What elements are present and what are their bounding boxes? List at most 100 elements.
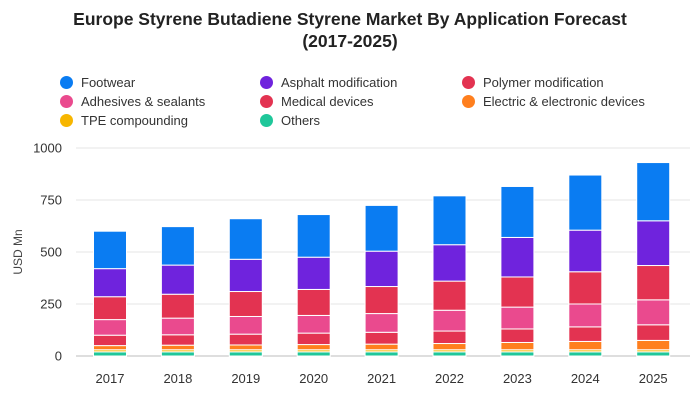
y-tick-label: 0	[55, 349, 62, 364]
y-tick-label: 500	[40, 245, 62, 260]
legend-swatch	[462, 76, 475, 89]
x-tick-label: 2020	[299, 371, 328, 386]
bar-segment	[364, 343, 399, 351]
bar-segment	[364, 286, 399, 315]
x-tick-label: 2022	[435, 371, 464, 386]
bar-segment	[432, 309, 467, 332]
legend-item[interactable]: Others	[260, 111, 320, 130]
bar-segment	[500, 276, 535, 308]
bar-segment	[296, 214, 331, 258]
x-tick-label: 2017	[96, 371, 125, 386]
bar-segment	[93, 345, 127, 351]
legend-label: Adhesives & sealants	[81, 94, 206, 109]
bar-segment	[500, 328, 535, 343]
x-tick-label: 2025	[639, 371, 668, 386]
bar-segment	[500, 341, 535, 351]
bar-segment	[228, 218, 263, 260]
bar-segment	[364, 331, 399, 345]
bar-segment	[432, 351, 467, 357]
bar-segment	[296, 332, 331, 346]
bar-segment	[160, 344, 195, 351]
bar-segment	[93, 351, 127, 357]
legend-swatch	[60, 76, 73, 89]
legend-item[interactable]: Electric & electronic devices	[462, 92, 645, 111]
bar-segment	[296, 256, 331, 290]
legend-item[interactable]: Footwear	[60, 73, 135, 92]
bar-segment	[160, 334, 195, 346]
bar-segment	[500, 236, 535, 278]
legend-label: Electric & electronic devices	[483, 94, 645, 109]
bar-segment	[228, 291, 263, 317]
y-tick-label: 750	[40, 193, 62, 208]
bar-segment	[568, 303, 603, 328]
bar-segment	[228, 315, 263, 335]
y-tick-label: 1000	[33, 141, 62, 156]
bar-segment	[296, 344, 331, 351]
chart-title-line-1: Europe Styrene Butadiene Styrene Market …	[73, 9, 627, 29]
bar-segment	[228, 344, 263, 351]
x-tick-label: 2021	[367, 371, 396, 386]
bar-segment	[160, 264, 195, 295]
bar-segment	[364, 351, 399, 357]
bar-segment	[160, 293, 195, 319]
bar-segment	[636, 339, 671, 351]
legend-label: Polymer modification	[483, 75, 604, 90]
legend-label: Medical devices	[281, 94, 374, 109]
y-tick-label: 250	[40, 297, 62, 312]
bar-segment	[93, 230, 127, 270]
legend-item[interactable]: Adhesives & sealants	[60, 92, 205, 111]
bar-segment	[93, 319, 127, 336]
bar-segment	[500, 185, 535, 238]
y-axis-label: USD Mn	[11, 229, 25, 274]
bar-segment	[636, 220, 671, 267]
bar-segment	[568, 340, 603, 351]
x-tick-label: 2024	[571, 371, 600, 386]
bar-segment	[364, 313, 399, 333]
legend-swatch	[260, 95, 273, 108]
legend-swatch	[60, 95, 73, 108]
bar-segment	[432, 280, 467, 311]
bar-segment	[636, 265, 671, 301]
x-tick-label: 2023	[503, 371, 532, 386]
chart-title-line-2: (2017-2025)	[302, 31, 398, 51]
legend-item[interactable]: Polymer modification	[462, 73, 604, 92]
bar-segment	[296, 351, 331, 357]
bar-segment	[568, 351, 603, 357]
legend-swatch	[462, 95, 475, 108]
x-tick-label: 2019	[231, 371, 260, 386]
legend-item[interactable]: Asphalt modification	[260, 73, 397, 92]
bar-segment	[93, 296, 127, 321]
legend-label: Others	[281, 113, 321, 128]
bar-segment	[636, 324, 671, 341]
legend-swatch	[260, 114, 273, 127]
bar-segment	[432, 244, 467, 282]
bar-segment	[160, 317, 195, 336]
legend-item[interactable]: TPE compounding	[60, 111, 188, 130]
bar-segment	[568, 271, 603, 305]
bar-segment	[568, 174, 603, 231]
bar-segment	[500, 351, 535, 357]
bar-segment	[568, 229, 603, 273]
bar-segment	[296, 288, 331, 316]
bar-segment	[432, 330, 467, 345]
bar-segment	[296, 314, 331, 334]
bar-segment	[636, 351, 671, 357]
legend-item[interactable]: Medical devices	[260, 92, 374, 111]
bar-segment	[432, 195, 467, 246]
legend-label: TPE compounding	[81, 113, 188, 128]
bar-segment	[160, 226, 195, 266]
bar-segment	[160, 351, 195, 357]
bar-segment	[568, 326, 603, 342]
bar-segment	[636, 162, 671, 222]
legend-label: Asphalt modification	[281, 75, 398, 90]
bar-segment	[228, 351, 263, 357]
bar-segment	[93, 268, 127, 298]
chart-title: Europe Styrene Butadiene Styrene Market …	[0, 8, 700, 52]
bar-segment	[500, 306, 535, 330]
bar-segment	[93, 334, 127, 347]
bar-segment	[228, 333, 263, 346]
bar-segment	[364, 250, 399, 288]
x-tick-label: 2018	[163, 371, 192, 386]
legend-swatch	[60, 114, 73, 127]
